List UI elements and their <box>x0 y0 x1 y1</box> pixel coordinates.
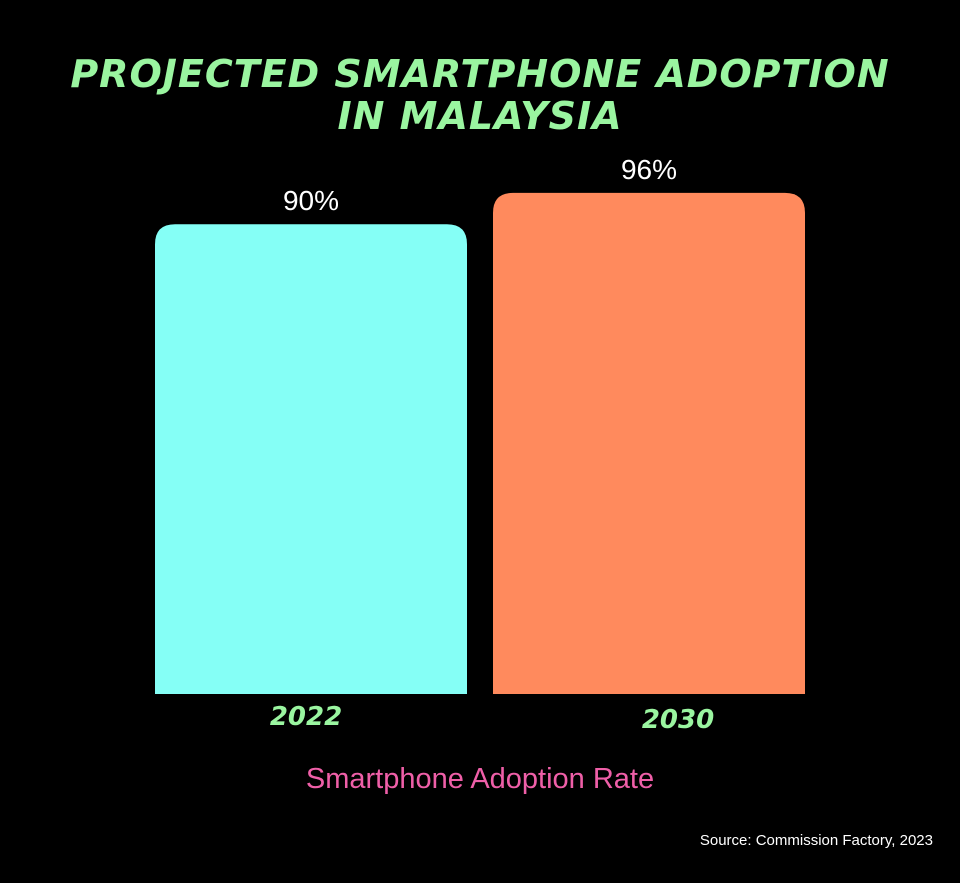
value-label-2022: 90% <box>283 185 339 216</box>
value-label-2030: 96% <box>621 154 677 185</box>
chart-title-line-2: IN MALAYSIA <box>337 94 623 138</box>
bar-2022 <box>155 224 467 694</box>
bar-2030 <box>493 192 805 694</box>
category-label-2030: 2030 <box>642 705 714 735</box>
x-axis-label: Smartphone Adoption Rate <box>305 763 655 795</box>
category-label-2022: 2022 <box>270 702 342 732</box>
source-note: Source: Commission Factory, 2023 <box>699 832 933 849</box>
chart-title-line-1: PROJECTED SMARTPHONE ADOPTION <box>70 52 890 96</box>
